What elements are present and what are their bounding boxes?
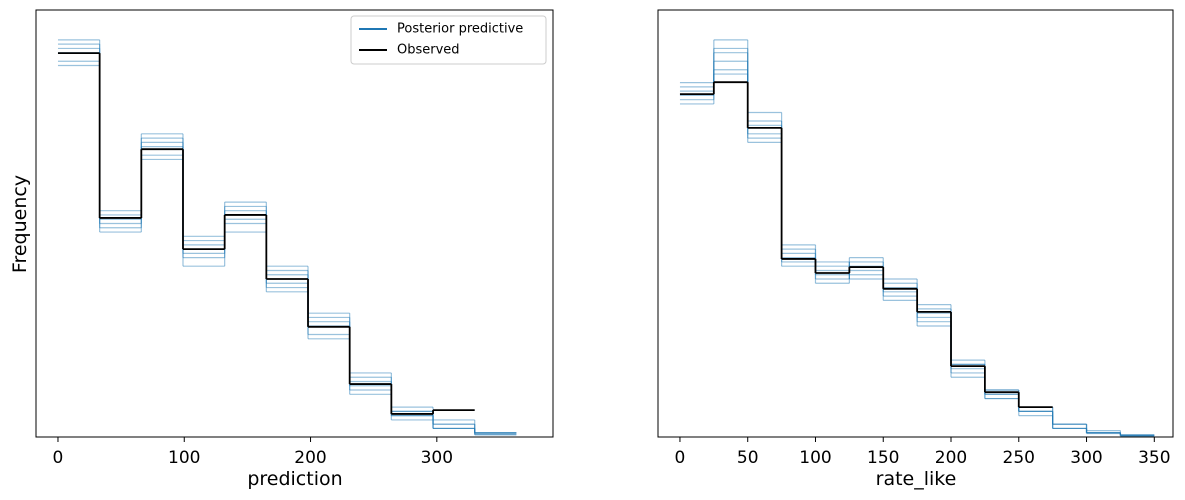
x-tick-label: 100 (168, 448, 200, 468)
x-tick-label: 200 (935, 448, 967, 468)
axes-frame (35, 9, 554, 438)
x-axis-label: rate_like (876, 468, 957, 490)
x-tick-label: 250 (1003, 448, 1035, 468)
legend-label: Observed (397, 43, 460, 58)
plot-area (57, 39, 517, 436)
x-tick-label: 350 (1138, 448, 1170, 468)
y-axis-label: Frequency (9, 175, 31, 273)
x-tick-label: 0 (53, 448, 64, 468)
legend-label: Posterior predictive (397, 22, 523, 37)
x-tick-label: 0 (675, 448, 686, 468)
legend-box (350, 15, 547, 65)
x-tick-label: 200 (294, 448, 326, 468)
x-tick-label: 300 (421, 448, 453, 468)
x-tick-label: 150 (867, 448, 899, 468)
plot-area (679, 39, 1155, 437)
x-tick-label: 300 (1070, 448, 1102, 468)
x-axis-label: prediction (247, 468, 342, 490)
axes-frame (657, 9, 1174, 438)
x-tick-label: 50 (737, 448, 759, 468)
x-tick-label: 100 (799, 448, 831, 468)
